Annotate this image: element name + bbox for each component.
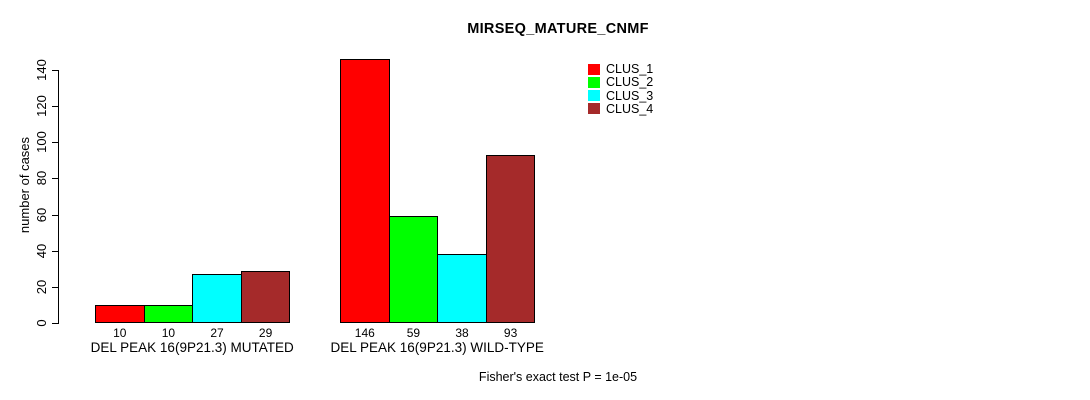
bar-clus_2-group2	[388, 216, 439, 323]
x-group-label: DEL PEAK 16(9P21.3) MUTATED	[90, 340, 294, 355]
y-axis-tick	[52, 70, 58, 71]
legend-swatch-icon	[588, 76, 600, 88]
y-axis-tick-label: 20	[34, 279, 49, 295]
bar-value-label: 29	[258, 326, 273, 340]
legend-label: CLUS_4	[606, 101, 654, 116]
y-axis-tick	[52, 178, 58, 180]
y-axis-tick-label: 140	[34, 59, 49, 81]
y-axis-label: number of cases	[17, 136, 32, 234]
bar-clus_4-group1	[240, 270, 291, 323]
y-axis-tick-label: 80	[34, 171, 49, 186]
legend-item: CLUS_4	[588, 103, 653, 115]
y-axis-tick	[52, 142, 58, 144]
y-axis-tick-label: 120	[34, 95, 49, 117]
y-axis-tick-label: 60	[34, 207, 49, 222]
legend-item: CLUS_2	[588, 75, 654, 90]
legend-swatch-icon	[588, 90, 600, 102]
legend-item: CLUS_1	[588, 63, 653, 75]
y-axis-tick	[52, 323, 58, 324]
bar-clus_1-group2	[340, 59, 390, 323]
y-axis-tick-label: 0	[34, 319, 49, 327]
y-axis-tick-label: 40	[34, 243, 49, 258]
bar-value-label: 146	[354, 326, 375, 340]
bar-clus_3-group2	[437, 254, 487, 323]
footnote-text: Fisher's exact test P = 1e-05	[478, 370, 638, 384]
bar-value-label: 59	[406, 326, 421, 340]
y-axis-tick	[52, 214, 58, 216]
legend-item: CLUS_3	[588, 88, 654, 103]
legend-label: CLUS_1	[606, 62, 654, 76]
legend-swatch-icon	[588, 63, 600, 75]
x-group-label: DEL PEAK 16(9P21.3) WILD-TYPE	[330, 340, 544, 355]
legend-swatch-icon	[588, 103, 600, 115]
legend-label: CLUS_3	[606, 88, 654, 103]
bar-clus_2-group1	[143, 304, 194, 323]
bar-value-label: 10	[113, 326, 127, 340]
bar-value-label: 38	[455, 326, 469, 340]
y-axis-tick	[52, 250, 58, 252]
y-axis-tick-label: 100	[34, 131, 49, 154]
bar-value-label: 93	[503, 326, 518, 340]
y-axis-tick	[52, 286, 58, 288]
y-axis-line	[58, 70, 59, 324]
y-axis-tick	[52, 106, 58, 108]
bar-clus_3-group1	[192, 274, 242, 323]
bar-value-label: 27	[210, 326, 224, 340]
bar-clus_1-group1	[95, 304, 145, 323]
legend-label: CLUS_2	[606, 75, 654, 90]
bar-value-label: 10	[161, 326, 176, 340]
bar-clus_4-group2	[485, 154, 536, 323]
chart-title: MIRSEQ_MATURE_CNMF	[467, 21, 649, 37]
